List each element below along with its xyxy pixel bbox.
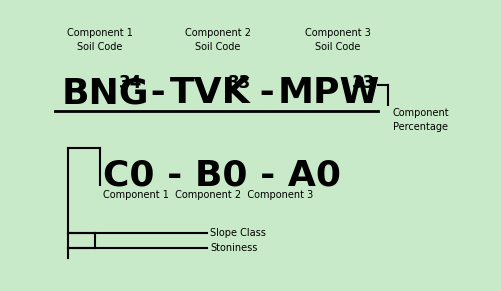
Text: Component 1
Soil Code: Component 1 Soil Code: [67, 28, 133, 52]
Text: Component 1  Component 2  Component 3: Component 1 Component 2 Component 3: [103, 190, 313, 200]
Text: Stoniness: Stoniness: [209, 243, 257, 253]
Text: Component 3
Soil Code: Component 3 Soil Code: [305, 28, 370, 52]
Text: BNG: BNG: [62, 76, 149, 110]
Text: -: -: [138, 76, 178, 110]
Text: Slope Class: Slope Class: [209, 228, 266, 238]
Text: Component 2
Soil Code: Component 2 Soil Code: [185, 28, 250, 52]
Text: 34: 34: [119, 74, 142, 92]
Text: C0 - B0 - A0: C0 - B0 - A0: [103, 158, 340, 192]
Text: MPW: MPW: [278, 76, 380, 110]
Text: Component
Percentage: Component Percentage: [392, 108, 449, 132]
Text: TVK: TVK: [170, 76, 250, 110]
Text: 33: 33: [351, 74, 375, 92]
Text: -: -: [246, 76, 287, 110]
Text: 33: 33: [227, 74, 250, 92]
